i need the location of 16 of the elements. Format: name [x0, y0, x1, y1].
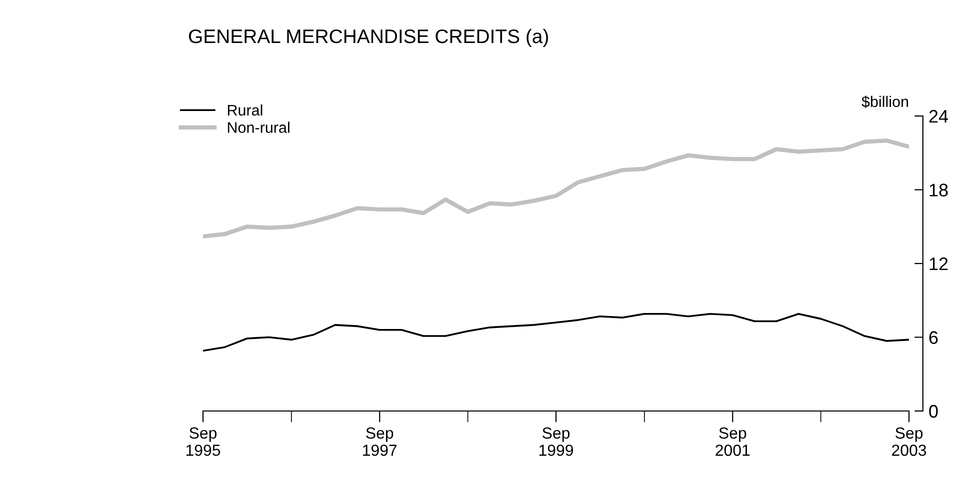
- y-tick-label: 12: [930, 257, 948, 270]
- x-tick-label: Sep 2001: [716, 427, 750, 456]
- y-tick-label: 6: [929, 331, 938, 344]
- legend-label: Rural: [228, 104, 262, 116]
- line-series: [203, 312, 909, 352]
- legend-label: Non-rural: [228, 122, 290, 133]
- chart-title: GENERAL MERCHANDISE CREDITS (a): [188, 28, 548, 48]
- x-tick-label: Sep 1995: [186, 427, 220, 456]
- x-tick-label: Sep 1999: [539, 427, 574, 456]
- y-tick-label: 0: [929, 404, 938, 418]
- y-tick-label: 24: [929, 110, 948, 123]
- y-axis-title: $billion: [862, 96, 908, 108]
- x-tick-label: Sep 2003: [892, 427, 926, 456]
- x-tick-label: Sep 1997: [363, 427, 397, 456]
- y-tick-label: 18: [930, 184, 948, 196]
- line-series: [203, 138, 909, 239]
